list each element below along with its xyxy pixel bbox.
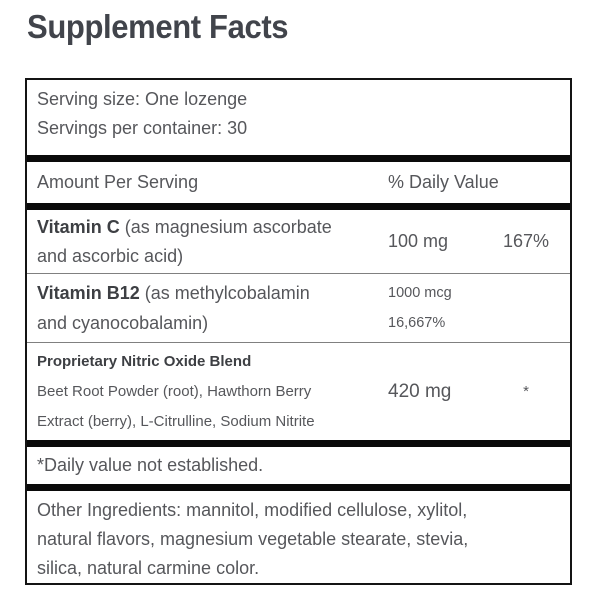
other-ingredients-row: Other Ingredients: mannitol, modified ce… [27,491,570,583]
nutrient-daily-value: * [523,382,529,400]
serving-size-text: Serving size: One lozenge [37,89,248,109]
nutrient-daily-value: 167% [502,231,550,251]
nutrient-name: Vitamin C (as magnesium ascorbate and as… [27,213,378,271]
thick-divider [27,203,570,210]
other-ingredients-text: Other Ingredients: mannitol, modified ce… [37,500,468,520]
nutrient-amount: 1000 mcg [388,285,452,301]
nutrient-name-detail: (as methylcobalamin [144,283,310,303]
other-ingredients-text: natural flavors, magnesium vegetable ste… [37,529,469,549]
amount-per-serving-header: Amount Per Serving [37,172,199,192]
daily-value-footnote-row: *Daily value not established. [27,447,570,484]
serving-info-row: Serving size: One lozenge Servings per c… [27,80,570,155]
thin-divider [27,342,570,343]
column-header-row: Amount Per Serving % Daily Value [27,162,570,203]
nutrient-name-detail: and ascorbic acid) [37,245,184,266]
nutrient-amount: 100 mg [388,231,449,251]
nutrient-row-proprietary-blend: Proprietary Nitric Oxide Blend Beet Root… [27,343,570,440]
page-title: Supplement Facts [27,8,289,45]
other-ingredients-text: silica, natural carmine color. [37,558,260,578]
daily-value-footnote: *Daily value not established. [37,455,264,475]
nutrient-name-bold: Vitamin C [37,216,120,237]
nutrient-amount: 420 mg [388,380,452,402]
nutrient-name-detail: (as magnesium ascorbate [124,216,332,237]
thick-divider [27,440,570,447]
thick-divider [27,484,570,491]
nutrient-row-vitamin-c: Vitamin C (as magnesium ascorbate and as… [27,210,570,273]
nutrient-name-detail: and cyanocobalamin) [37,313,209,333]
servings-per-container-text: Servings per container: 30 [37,118,248,138]
nutrient-name-bold: Vitamin B12 [37,283,140,303]
blend-title: Proprietary Nitric Oxide Blend [37,352,252,370]
nutrient-name: Vitamin B12 (as methylcobalamin and cyan… [27,278,378,338]
nutrient-daily-value: 16,667% [388,315,446,331]
nutrient-row-vitamin-b12: Vitamin B12 (as methylcobalamin and cyan… [27,274,570,342]
thin-divider [27,273,570,274]
thick-divider [27,155,570,162]
blend-ingredients: Beet Root Powder (root), Hawthorn Berry [37,382,312,400]
supplement-facts-panel: Serving size: One lozenge Servings per c… [25,78,572,585]
blend-ingredients: Extract (berry), L-Citrulline, Sodium Ni… [37,412,315,430]
nutrient-name: Proprietary Nitric Oxide Blend Beet Root… [27,347,378,437]
nutrient-amount-and-dv: 1000 mcg 16,667% [378,278,482,338]
daily-value-header: % Daily Value [388,172,499,192]
